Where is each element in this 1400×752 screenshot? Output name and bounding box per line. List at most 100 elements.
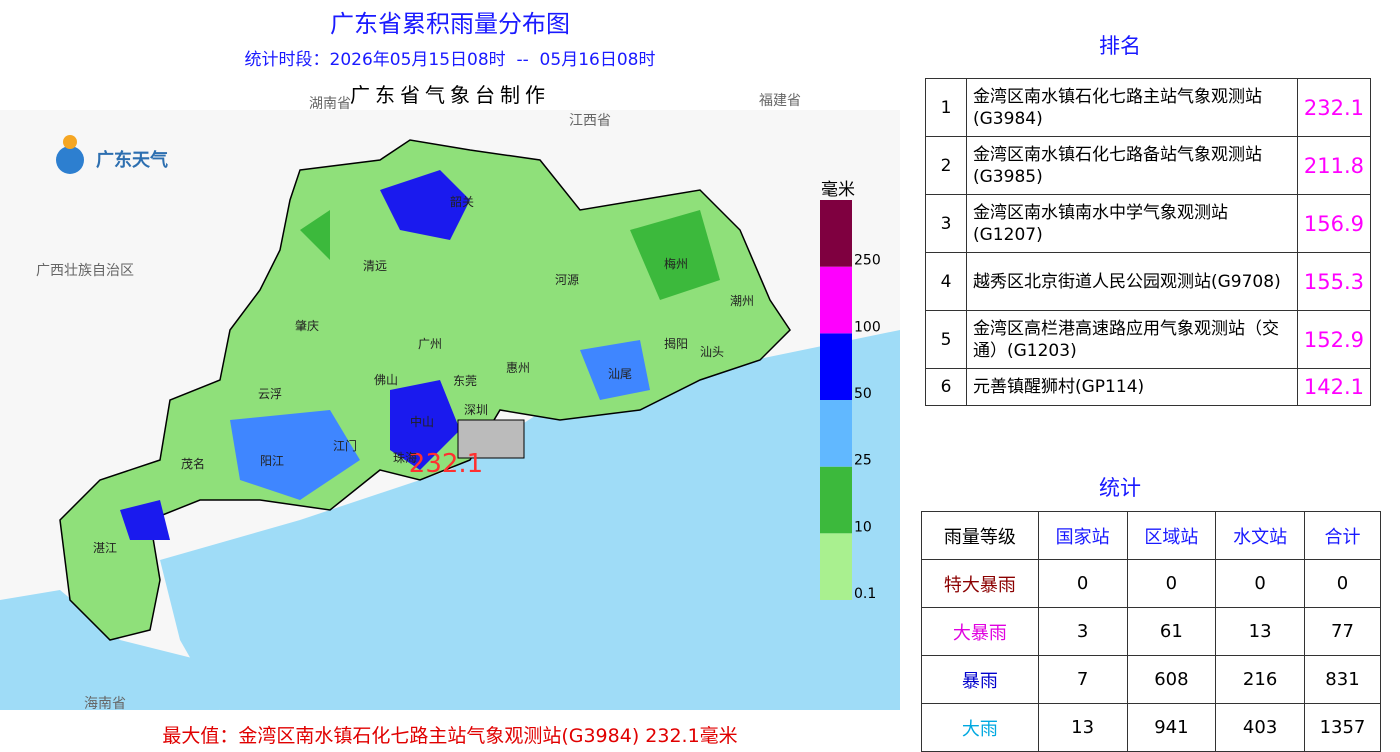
legend-label: 100	[854, 319, 881, 335]
sea	[0, 590, 220, 710]
rain-value: 232.1	[1296, 78, 1372, 137]
city-label: 东莞	[453, 374, 477, 388]
city-label: 江门	[333, 438, 357, 453]
city-label: 汕头	[700, 345, 724, 359]
ranking-row: 2 金湾区南水镇石化七路备站气象观测站(G3985) 211.8	[925, 136, 1372, 195]
rain-area	[630, 210, 720, 300]
rain-area	[230, 410, 360, 500]
stats-cell: 0	[1215, 559, 1305, 608]
stats-cell: 0	[1037, 559, 1128, 608]
legend-swatch	[820, 333, 852, 400]
stats-row: 大暴雨 3 61 13 77	[921, 607, 1382, 656]
stats-header-cell: 国家站	[1037, 511, 1128, 560]
rain-value: 156.9	[1296, 194, 1372, 253]
map: 广东天气 广东省累积雨量分布图 统计时段：2026年05月15日08时 -- 0…	[0, 10, 900, 747]
stats-row: 大雨 13 941 403 1357	[921, 703, 1382, 752]
ranking-row: 5 金湾区高栏港高速路应用气象观测站（交通）(G1203) 152.9	[925, 310, 1372, 369]
stats-header-cell: 合计	[1303, 511, 1382, 560]
rank: 6	[925, 368, 967, 406]
max-label: 232.1	[409, 449, 483, 479]
rain-area	[390, 380, 460, 470]
stats-title: 统计	[1099, 476, 1141, 500]
stats-cell: 403	[1215, 703, 1305, 752]
footer: 最大值：金湾区南水镇石化七路主站气象观测站(G3984) 232.1毫米	[162, 725, 737, 747]
stats-cell: 216	[1215, 655, 1305, 704]
legend-label: 25	[854, 453, 872, 469]
rank: 4	[925, 252, 967, 311]
stats-table: 雨量等级 国家站 区域站 水文站 合计 特大暴雨 0 0 0 0 大暴雨 3 61 13 77 暴雨 7 608 2…	[921, 511, 1382, 752]
stats-cell: 0	[1126, 559, 1217, 608]
stats-cell: 608	[1126, 655, 1217, 704]
ranking-row: 1 金湾区南水镇石化七路主站气象观测站(G3984) 232.1	[925, 78, 1372, 137]
region-label: 湖南省	[309, 96, 351, 112]
rain-area	[300, 210, 330, 260]
stats-cell: 61	[1126, 607, 1217, 656]
logo-text: 广东天气	[96, 149, 168, 171]
legend-swatch	[820, 200, 852, 267]
ranking-table: 1 金湾区南水镇石化七路主站气象观测站(G3984) 232.1 2 金湾区南水镇石化七…	[925, 78, 1372, 406]
rain-value: 155.3	[1296, 252, 1372, 311]
city-label: 云浮	[258, 387, 282, 401]
legend-unit: 毫米	[821, 180, 855, 200]
map-title: 广东省累积雨量分布图	[330, 10, 570, 38]
station: 金湾区南水镇石化七路主站气象观测站(G3984)	[966, 78, 1298, 137]
stats-header: 雨量等级 国家站 区域站 水文站 合计	[921, 511, 1382, 560]
rain-value: 152.9	[1296, 310, 1372, 369]
logo-icon	[56, 146, 84, 174]
rain-grade: 大暴雨	[921, 607, 1039, 656]
rain-area	[580, 340, 650, 400]
station: 越秀区北京街道人民公园观测站(G9708)	[966, 252, 1298, 311]
legend-swatch	[820, 466, 852, 534]
city-label: 清远	[363, 259, 387, 273]
rain-area	[380, 170, 470, 240]
stats-cell: 941	[1126, 703, 1217, 752]
ranking-row: 4 越秀区北京街道人民公园观测站(G9708) 155.3	[925, 252, 1372, 311]
ranking-row: 3 金湾区南水镇南水中学气象观测站(G1207) 156.9	[925, 194, 1372, 253]
stats-cell: 13	[1215, 607, 1305, 656]
city-label: 汕尾	[608, 367, 632, 381]
stats-row: 特大暴雨 0 0 0 0	[921, 559, 1382, 608]
city-label: 阳江	[260, 454, 284, 468]
stats-header-cell: 水文站	[1215, 511, 1305, 560]
legend-label: 50	[854, 386, 872, 402]
station: 金湾区南水镇石化七路备站气象观测站(G3985)	[966, 136, 1298, 195]
region-label: 福建省	[759, 93, 801, 109]
ranking-row: 6 元善镇醒狮村(GP114) 142.1	[925, 368, 1372, 406]
legend-label: 250	[854, 253, 881, 269]
rain-value: 142.1	[1296, 368, 1372, 406]
city-label: 茂名	[181, 456, 205, 471]
rain-grade: 特大暴雨	[921, 559, 1039, 608]
station: 金湾区高栏港高速路应用气象观测站（交通）(G1203)	[966, 310, 1298, 369]
period: 统计时段：2026年05月15日08时 -- 05月16日08时	[245, 50, 656, 70]
region-label: 广西壮族自治区	[36, 263, 134, 279]
region-label: 江西省	[569, 113, 611, 129]
ranking-title: 排名	[1099, 34, 1141, 58]
rain-value: 211.8	[1296, 136, 1372, 195]
city-label: 湛江	[93, 541, 117, 555]
rank: 3	[925, 194, 967, 253]
legend-label: 0.1	[854, 586, 876, 602]
city-label: 深圳	[464, 403, 488, 417]
city-label: 中山	[410, 414, 434, 429]
rain-grade: 暴雨	[921, 655, 1039, 704]
city-label: 梅州	[664, 256, 688, 271]
region-label: 海南省	[84, 696, 126, 712]
stats-cell: 77	[1303, 607, 1382, 656]
sea	[160, 330, 900, 710]
logo-sun	[63, 135, 77, 149]
city-label: 惠州	[506, 361, 530, 375]
city-label: 韶关	[450, 194, 474, 209]
maker: 广东省气象台制作	[350, 83, 550, 107]
rain-grade: 大雨	[921, 703, 1039, 752]
stats-cell: 831	[1303, 655, 1382, 704]
city-label: 河源	[555, 273, 579, 287]
city-label: 揭阳	[664, 336, 688, 351]
stats-cell: 0	[1303, 559, 1382, 608]
rank: 1	[925, 78, 967, 137]
legend-label: 10	[854, 519, 872, 535]
station: 金湾区南水镇南水中学气象观测站(G1207)	[966, 194, 1298, 253]
stats-cell: 7	[1037, 655, 1128, 704]
stats-cell: 1357	[1303, 703, 1382, 752]
rank: 5	[925, 310, 967, 369]
